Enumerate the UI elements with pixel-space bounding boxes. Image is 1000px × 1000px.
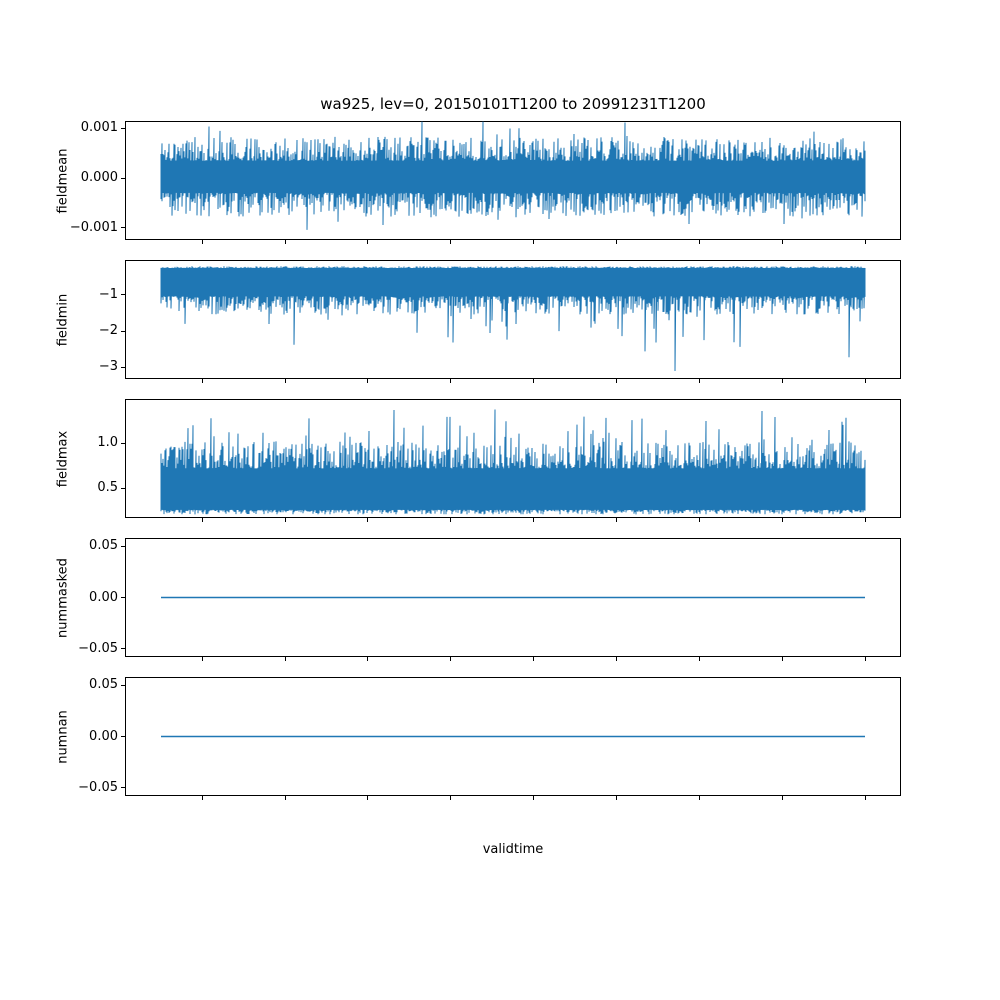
- x-tick: [781, 796, 783, 800]
- y-tick-label: −2: [98, 323, 118, 338]
- y-tick: [121, 736, 125, 737]
- x-tick: [616, 379, 618, 383]
- y-tick-label: 0.5: [97, 480, 118, 496]
- x-tick: [367, 379, 369, 383]
- x-tick: [699, 379, 700, 383]
- y-tick: [121, 330, 125, 332]
- x-tick: [616, 240, 618, 244]
- y-tick: [121, 648, 125, 650]
- x-tick: [781, 657, 783, 661]
- x-tick: [450, 518, 452, 522]
- fieldmean-series-line: [160, 121, 866, 230]
- y-tick: [121, 597, 125, 598]
- x-tick: [201, 240, 203, 244]
- x-axis-label: validtime: [482, 842, 544, 857]
- x-tick: [533, 379, 535, 383]
- y-tick: [121, 366, 125, 368]
- chart-title: wa925, lev=0, 20150101T1200 to 20991231T…: [320, 95, 706, 113]
- x-tick: [616, 518, 618, 522]
- x-tick: [781, 379, 783, 383]
- fieldmin-series-line: [160, 266, 866, 372]
- x-tick: [367, 657, 369, 661]
- x-tick: [616, 657, 618, 661]
- x-tick: [699, 240, 700, 244]
- x-tick: [864, 518, 866, 522]
- x-tick: [201, 518, 203, 522]
- x-tick: [201, 796, 203, 800]
- x-tick: [367, 796, 369, 800]
- x-tick: [450, 657, 452, 661]
- x-tick: [201, 657, 203, 661]
- x-tick: [367, 240, 369, 244]
- y-tick-label: −3: [98, 359, 118, 375]
- y-tick: [121, 787, 125, 789]
- y-tick: [121, 545, 125, 547]
- x-tick: [699, 518, 700, 522]
- x-tick: [450, 796, 452, 800]
- x-tick: [781, 240, 783, 244]
- y-tick-label: 1.0: [97, 435, 118, 451]
- x-tick: [284, 657, 286, 661]
- y-axis-label-numnan: numnan: [55, 709, 71, 764]
- y-tick: [121, 127, 125, 129]
- y-tick: [121, 684, 125, 686]
- x-tick: [781, 518, 783, 522]
- y-tick: [121, 487, 125, 489]
- y-tick: [121, 227, 125, 229]
- y-tick-label: −0.05: [78, 640, 118, 656]
- y-tick: [121, 294, 125, 296]
- x-tick: [284, 240, 286, 244]
- y-tick-label: −0.001: [69, 219, 118, 235]
- x-tick: [533, 657, 535, 661]
- x-tick: [699, 796, 700, 800]
- x-tick: [201, 379, 203, 383]
- numnan-series-line: [161, 735, 865, 738]
- y-tick: [121, 442, 125, 444]
- y-tick: [121, 177, 125, 179]
- x-tick: [864, 379, 866, 383]
- y-axis-label-nummasked: nummasked: [55, 557, 71, 638]
- y-tick-label: 0.001: [80, 120, 118, 136]
- x-tick: [699, 657, 700, 661]
- fieldmax-series-line: [160, 409, 866, 515]
- x-tick: [616, 796, 618, 800]
- y-axis-label-fieldmean: fieldmean: [55, 148, 71, 213]
- y-tick-label: 0.05: [89, 538, 118, 554]
- x-tick: [864, 657, 866, 661]
- x-tick: [367, 518, 369, 522]
- nummasked-series-line: [161, 596, 865, 599]
- x-tick: [864, 796, 866, 800]
- x-tick: [533, 518, 535, 522]
- y-tick-label: 0.05: [89, 677, 118, 693]
- x-tick: [450, 379, 452, 383]
- x-tick: [864, 240, 866, 244]
- y-tick-label: 0.00: [89, 728, 118, 744]
- x-tick: [533, 796, 535, 800]
- x-tick: [284, 518, 286, 522]
- y-tick-label: 0.000: [80, 170, 118, 185]
- y-axis-label-fieldmax: fieldmax: [55, 430, 71, 487]
- y-tick-label: −0.05: [78, 779, 118, 795]
- y-tick-label: 0.00: [89, 589, 118, 605]
- x-tick: [533, 240, 535, 244]
- x-tick: [450, 240, 452, 244]
- x-tick: [284, 796, 286, 800]
- x-tick: [284, 379, 286, 383]
- y-axis-label-fieldmin: fieldmin: [55, 293, 71, 346]
- y-tick-label: −1: [98, 286, 118, 302]
